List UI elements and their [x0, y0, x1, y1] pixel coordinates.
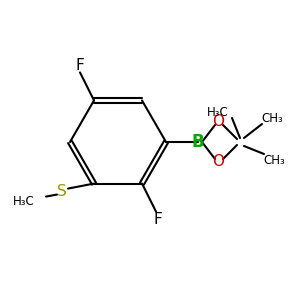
Text: F: F — [76, 58, 84, 73]
Text: H₃C: H₃C — [13, 195, 35, 208]
Text: S: S — [57, 184, 67, 199]
Text: CH₃: CH₃ — [261, 112, 283, 124]
Text: O: O — [212, 154, 224, 169]
Text: F: F — [154, 212, 162, 227]
Text: H₃C: H₃C — [207, 106, 229, 118]
Text: O: O — [212, 115, 224, 130]
Text: B: B — [192, 133, 204, 151]
Text: CH₃: CH₃ — [263, 154, 285, 166]
